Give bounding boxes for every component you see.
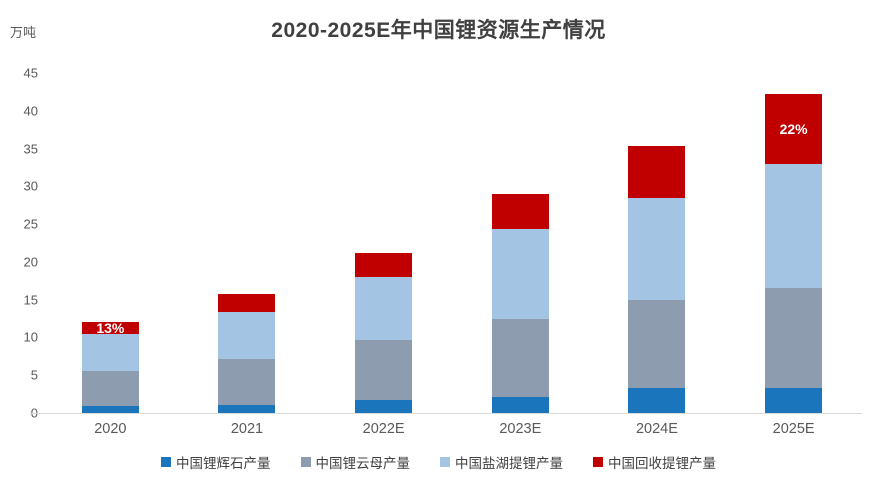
bar-segment: [218, 404, 276, 413]
y-tick-label: 20: [23, 254, 38, 270]
y-tick-label: 10: [23, 329, 38, 345]
bar-segment: [765, 164, 823, 289]
y-tick-label: 5: [30, 367, 38, 383]
bar-segment: [355, 277, 413, 340]
bar-segment: [491, 193, 549, 229]
bar-segment: [765, 388, 823, 413]
plot-area: 13% 22%: [42, 73, 862, 413]
y-tick-label: 25: [23, 216, 38, 232]
legend-item: 中国锂云母产量: [300, 452, 411, 472]
x-axis-category-labels: 2020 2021 2022E 2023E 2024E 2025E: [42, 421, 862, 437]
stacked-bar-2022E: [355, 252, 413, 413]
bar-segment: [628, 145, 686, 199]
data-label-percent: 13%: [96, 320, 125, 337]
bar-segment: [218, 359, 276, 405]
x-category-label: 2022E: [362, 421, 405, 437]
stacked-bar-2024E: [628, 145, 686, 413]
chart-title: 2020-2025E年中国锂资源生产情况: [271, 19, 606, 42]
legend-label: 中国盐湖提锂产量: [455, 456, 563, 471]
bar-segment: [628, 198, 686, 301]
data-label-percent: 22%: [779, 121, 808, 138]
y-tick-label: 35: [23, 141, 38, 157]
bar-segment: [81, 406, 139, 413]
y-tick-label: 45: [23, 65, 38, 81]
x-category-label: 2021: [230, 421, 264, 437]
bar-segment: [218, 293, 276, 312]
bar-segment: [765, 288, 823, 389]
stacked-bar-2020: 13%: [81, 320, 139, 413]
bar-segment: [81, 371, 139, 407]
y-tick-label: 15: [23, 292, 38, 308]
legend-label: 中国回收提锂产量: [608, 456, 716, 471]
bar-segment: [218, 311, 276, 360]
bar-segment: [491, 319, 549, 398]
stacked-bar-2021: [218, 293, 276, 413]
bar-segment: [491, 397, 549, 413]
y-axis-unit-label: 万吨: [10, 25, 37, 40]
legend-swatch-icon: [440, 457, 450, 467]
legend-swatch-icon: [161, 457, 171, 467]
bar-segment: 13%: [81, 320, 139, 337]
x-axis-baseline: [30, 413, 862, 414]
y-tick-label: 30: [23, 178, 38, 194]
stacked-bar-2023E: [491, 193, 549, 413]
legend-swatch-icon: [300, 457, 311, 467]
bar-segment: [355, 252, 413, 278]
x-category-label: 2023E: [499, 421, 542, 437]
bar-segment: [628, 388, 686, 413]
chart-legend: 中国锂辉石产量 中国锂云母产量 中国盐湖提锂产量 中国回收提锂产量: [0, 452, 877, 472]
bar-segment: [81, 334, 139, 372]
legend-item: 中国锂辉石产量: [161, 452, 271, 472]
bar-segment: 22%: [765, 94, 823, 165]
x-category-label: 2020: [94, 421, 127, 437]
y-tick-label: 40: [23, 103, 38, 119]
stacked-bar-2025E: 22%: [765, 94, 823, 413]
legend-item: 中国回收提锂产量: [593, 452, 716, 472]
legend-label: 中国锂辉石产量: [176, 456, 271, 471]
x-category-label: 2025E: [772, 421, 815, 437]
bar-segment: [355, 400, 413, 413]
x-category-label: 2024E: [635, 421, 678, 437]
legend-item: 中国盐湖提锂产量: [440, 452, 563, 472]
bar-segment: [355, 339, 413, 401]
legend-label: 中国锂云母产量: [315, 456, 411, 471]
bar-segment: [628, 300, 686, 389]
legend-swatch-icon: [593, 457, 603, 467]
bar-segment: [491, 228, 549, 320]
